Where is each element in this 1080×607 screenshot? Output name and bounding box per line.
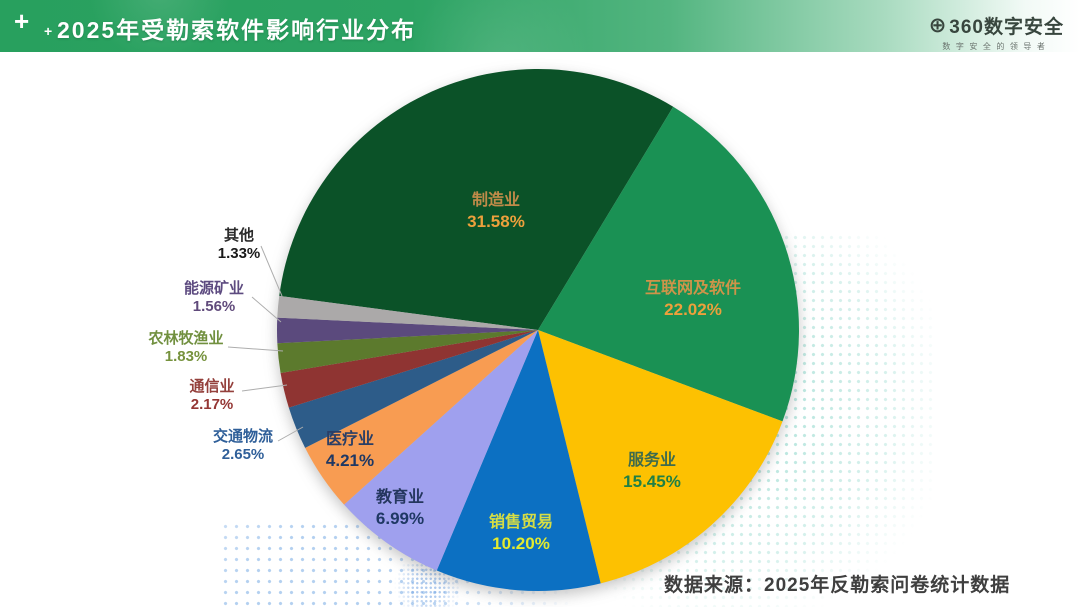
pie-label-value: 15.45% xyxy=(623,472,681,491)
pie-label-6: 医疗业 4.21% xyxy=(326,429,374,471)
circle-plus-icon: ⊕ xyxy=(928,14,947,37)
pie-label-name: 农林牧渔业 xyxy=(148,331,224,347)
pie-label-value: 2.65% xyxy=(221,446,265,463)
pie-label-value: 6.99% xyxy=(375,509,425,528)
pie-label-value: 10.20% xyxy=(492,534,550,553)
pie-label-5: 教育业 6.99% xyxy=(376,487,424,529)
pie-label-3: 服务业 15.45% xyxy=(623,450,681,492)
pie-slice-3[interactable] xyxy=(538,330,783,584)
pie-label-4: 销售贸易 10.20% xyxy=(489,512,553,554)
pie-label-value: 1.83% xyxy=(164,348,208,365)
pie-label-name: 能源矿业 xyxy=(183,281,245,297)
pie-label-name: 销售贸易 xyxy=(488,514,554,531)
pie-slice-4[interactable] xyxy=(436,330,601,592)
pie-label-value: 22.02% xyxy=(664,300,722,319)
pie-label-name: 通信业 xyxy=(189,379,235,395)
pie-slice-10[interactable] xyxy=(277,317,538,344)
pie-label-name: 其他 xyxy=(223,228,255,244)
pie-label-1: 制造业 31.58% xyxy=(467,190,525,232)
plus-decoration-small-icon: + xyxy=(44,23,53,39)
pie-slice-7[interactable] xyxy=(288,330,538,448)
pie-slice-2[interactable] xyxy=(538,106,799,422)
pie-label-name: 服务业 xyxy=(627,452,677,469)
brand-tagline: 数字安全的领导者 xyxy=(942,42,1051,51)
pie-label-7: 交通物流 2.65% xyxy=(213,428,273,464)
pie-label-value: 4.21% xyxy=(325,451,375,470)
pie-label-11: 其他 1.33% xyxy=(218,227,261,263)
pie-label-value: 1.56% xyxy=(192,298,236,315)
pie-label-9: 农林牧渔业 1.83% xyxy=(148,330,223,366)
pie-label-value: 1.33% xyxy=(217,245,261,262)
page-title: 2025年受勒索软件影响行业分布 xyxy=(57,17,417,43)
pie-label-name: 制造业 xyxy=(471,192,521,209)
brand-name: 360数字安全 xyxy=(949,17,1064,38)
pie-label-name: 教育业 xyxy=(375,489,425,506)
header-bar: + + 2025年受勒索软件影响行业分布 ⊕ 360数字安全 数字安全的领导者 xyxy=(0,0,1080,52)
pie-label-2: 互联网及软件 22.02% xyxy=(645,278,741,320)
pie-slice-8[interactable] xyxy=(280,330,538,408)
pie-slice-11[interactable] xyxy=(277,295,538,330)
pie-label-value: 2.17% xyxy=(190,396,234,413)
pie-label-8: 通信业 2.17% xyxy=(189,378,234,414)
pie-label-value: 31.58% xyxy=(467,212,525,231)
pie-label-name: 医疗业 xyxy=(325,431,375,448)
pie-label-name: 交通物流 xyxy=(212,429,274,445)
pie-slice-9[interactable] xyxy=(277,330,538,374)
brand-logo: ⊕ 360数字安全 数字安全的领导者 xyxy=(929,12,1064,52)
pie-label-10: 能源矿业 1.56% xyxy=(184,280,244,316)
pie-label-name: 互联网及软件 xyxy=(644,280,742,297)
data-source-note: 数据来源：2025年反勒索问卷统计数据 xyxy=(664,575,1011,596)
pie-slice-1[interactable] xyxy=(279,69,674,330)
plus-decoration-icon: + xyxy=(14,6,30,36)
pie-slice-5[interactable] xyxy=(344,330,538,571)
pie-slice-6[interactable] xyxy=(305,330,538,505)
